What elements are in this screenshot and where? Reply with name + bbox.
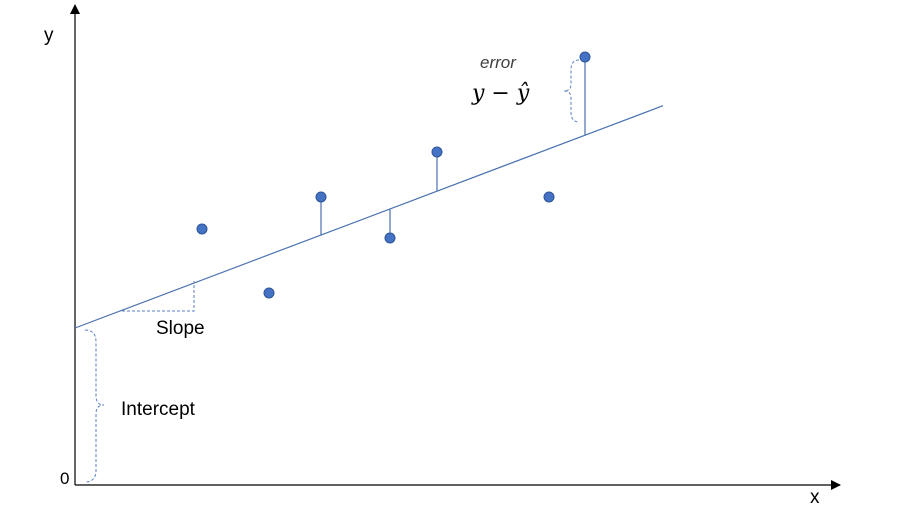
data-point — [263, 287, 275, 299]
data-point — [579, 51, 591, 63]
slope-label: Slope — [156, 318, 205, 339]
data-points — [196, 51, 591, 299]
data-point — [384, 232, 396, 244]
error-label: error — [480, 53, 517, 72]
regression-line — [74, 105, 664, 329]
error-formula: y − ŷ — [471, 81, 530, 106]
residual-lines — [320, 57, 586, 238]
error-brace — [563, 59, 580, 123]
intercept-brace — [84, 329, 105, 483]
slope-triangle — [122, 281, 195, 312]
y-axis-label: y — [44, 25, 54, 46]
intercept-label: Intercept — [121, 399, 196, 420]
data-point — [431, 146, 443, 158]
data-point — [543, 191, 555, 203]
origin-label: 0 — [60, 469, 69, 488]
data-point — [315, 191, 327, 203]
x-axis-label: x — [810, 487, 820, 508]
data-point — [196, 223, 208, 235]
